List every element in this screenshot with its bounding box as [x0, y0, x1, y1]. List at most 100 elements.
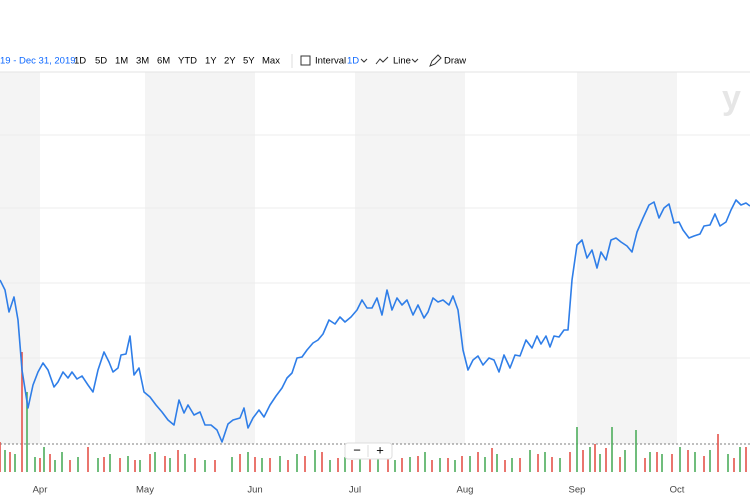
chevron — [360, 58, 368, 63]
volume-bar — [679, 447, 681, 472]
range-button[interactable]: YTD — [178, 56, 197, 67]
range-button[interactable]: 1M — [115, 56, 128, 67]
x-tick-label: Jun — [247, 485, 262, 496]
volume-bar — [337, 458, 339, 472]
line-label[interactable]: Line — [393, 56, 411, 67]
volume-bar — [149, 454, 151, 472]
volume-bar — [231, 457, 233, 472]
volume-bar — [9, 452, 11, 472]
range-button[interactable]: 1Y — [205, 56, 217, 67]
volume-bar — [109, 454, 111, 472]
volume-bar — [461, 456, 463, 472]
volume-bar — [344, 457, 346, 472]
interval-icon — [300, 55, 311, 66]
volume-bar — [214, 460, 216, 472]
volume-bar — [624, 450, 626, 472]
month-band — [355, 72, 465, 444]
volume-bar — [439, 458, 441, 472]
volume-bar — [194, 458, 196, 472]
volume-bar — [417, 456, 419, 472]
volume-bar — [649, 452, 651, 472]
range-button[interactable]: 2Y — [224, 56, 236, 67]
volume-bar — [739, 447, 741, 472]
volume-bar — [296, 454, 298, 472]
volume-bar — [529, 450, 531, 472]
volume-bar — [61, 452, 63, 472]
volume-bar — [204, 460, 206, 472]
volume-bar — [551, 457, 553, 472]
volume-bar — [469, 456, 471, 472]
range-button[interactable]: 5Y — [243, 56, 255, 67]
volume-bar — [26, 392, 28, 472]
range-button[interactable]: 1D — [74, 56, 86, 67]
volume-bar — [103, 457, 105, 472]
volume-bar — [576, 427, 578, 472]
month-band — [577, 72, 677, 444]
volume-bar — [351, 460, 353, 472]
volume-bar — [184, 454, 186, 472]
volume-bar — [154, 452, 156, 472]
volume-bar — [687, 450, 689, 472]
volume-bar — [745, 447, 747, 472]
x-tick-label: Sep — [569, 485, 586, 496]
volume-bar — [387, 457, 389, 472]
volume-bar — [164, 456, 166, 472]
draw-label[interactable]: Draw — [444, 56, 466, 67]
volume-bar — [394, 460, 396, 472]
volume-bar — [34, 457, 36, 472]
volume-bar — [511, 458, 513, 472]
volume-bar — [261, 458, 263, 472]
volume-bar — [431, 460, 433, 472]
chevron — [411, 58, 419, 63]
volume-bar — [733, 458, 735, 472]
volume-bar — [661, 454, 663, 472]
interval-label[interactable]: Interval — [315, 56, 346, 67]
volume-bar — [377, 454, 379, 472]
line-icon — [375, 56, 389, 65]
volume-bar — [304, 456, 306, 472]
volume-bar — [359, 458, 361, 472]
date-range[interactable]: 19 - Dec 31, 2019 — [0, 56, 76, 67]
volume-bar — [727, 454, 729, 472]
volume-bar — [409, 457, 411, 472]
volume-bar — [69, 460, 71, 472]
volume-bar — [247, 452, 249, 472]
zoom-in[interactable]: + — [376, 442, 384, 457]
volume-bar — [401, 458, 403, 472]
volume-bar — [169, 458, 171, 472]
volume-bar — [321, 452, 323, 472]
volume-bar — [447, 458, 449, 472]
volume-bar — [559, 458, 561, 472]
volume-bar — [477, 452, 479, 472]
volume-bar — [656, 452, 658, 472]
volume-bar — [703, 456, 705, 472]
volume-bar — [619, 457, 621, 472]
volume-bar — [39, 458, 41, 472]
x-tick-label: May — [136, 485, 154, 496]
range-button[interactable]: 3M — [136, 56, 149, 67]
volume-bar — [97, 458, 99, 472]
volume-bar — [14, 454, 16, 472]
range-button[interactable]: Max — [262, 56, 280, 67]
x-tick-label: Apr — [33, 485, 48, 496]
volume-bar — [491, 448, 493, 472]
volume-bar — [537, 454, 539, 472]
volume-bar — [329, 460, 331, 472]
volume-bar — [287, 460, 289, 472]
volume-bar — [519, 458, 521, 472]
zoom-out[interactable]: − — [353, 442, 361, 457]
volume-bar — [424, 452, 426, 472]
range-button[interactable]: 5D — [95, 56, 107, 67]
volume-bar — [484, 457, 486, 472]
volume-bar — [254, 457, 256, 472]
interval-value[interactable]: 1D — [347, 56, 359, 67]
volume-bar — [369, 454, 371, 472]
volume-bar — [611, 427, 613, 472]
volume-bar — [569, 452, 571, 472]
volume-bar — [709, 450, 711, 472]
x-tick-label: Jul — [349, 485, 361, 496]
range-button[interactable]: 6M — [157, 56, 170, 67]
volume-bar — [599, 454, 601, 472]
